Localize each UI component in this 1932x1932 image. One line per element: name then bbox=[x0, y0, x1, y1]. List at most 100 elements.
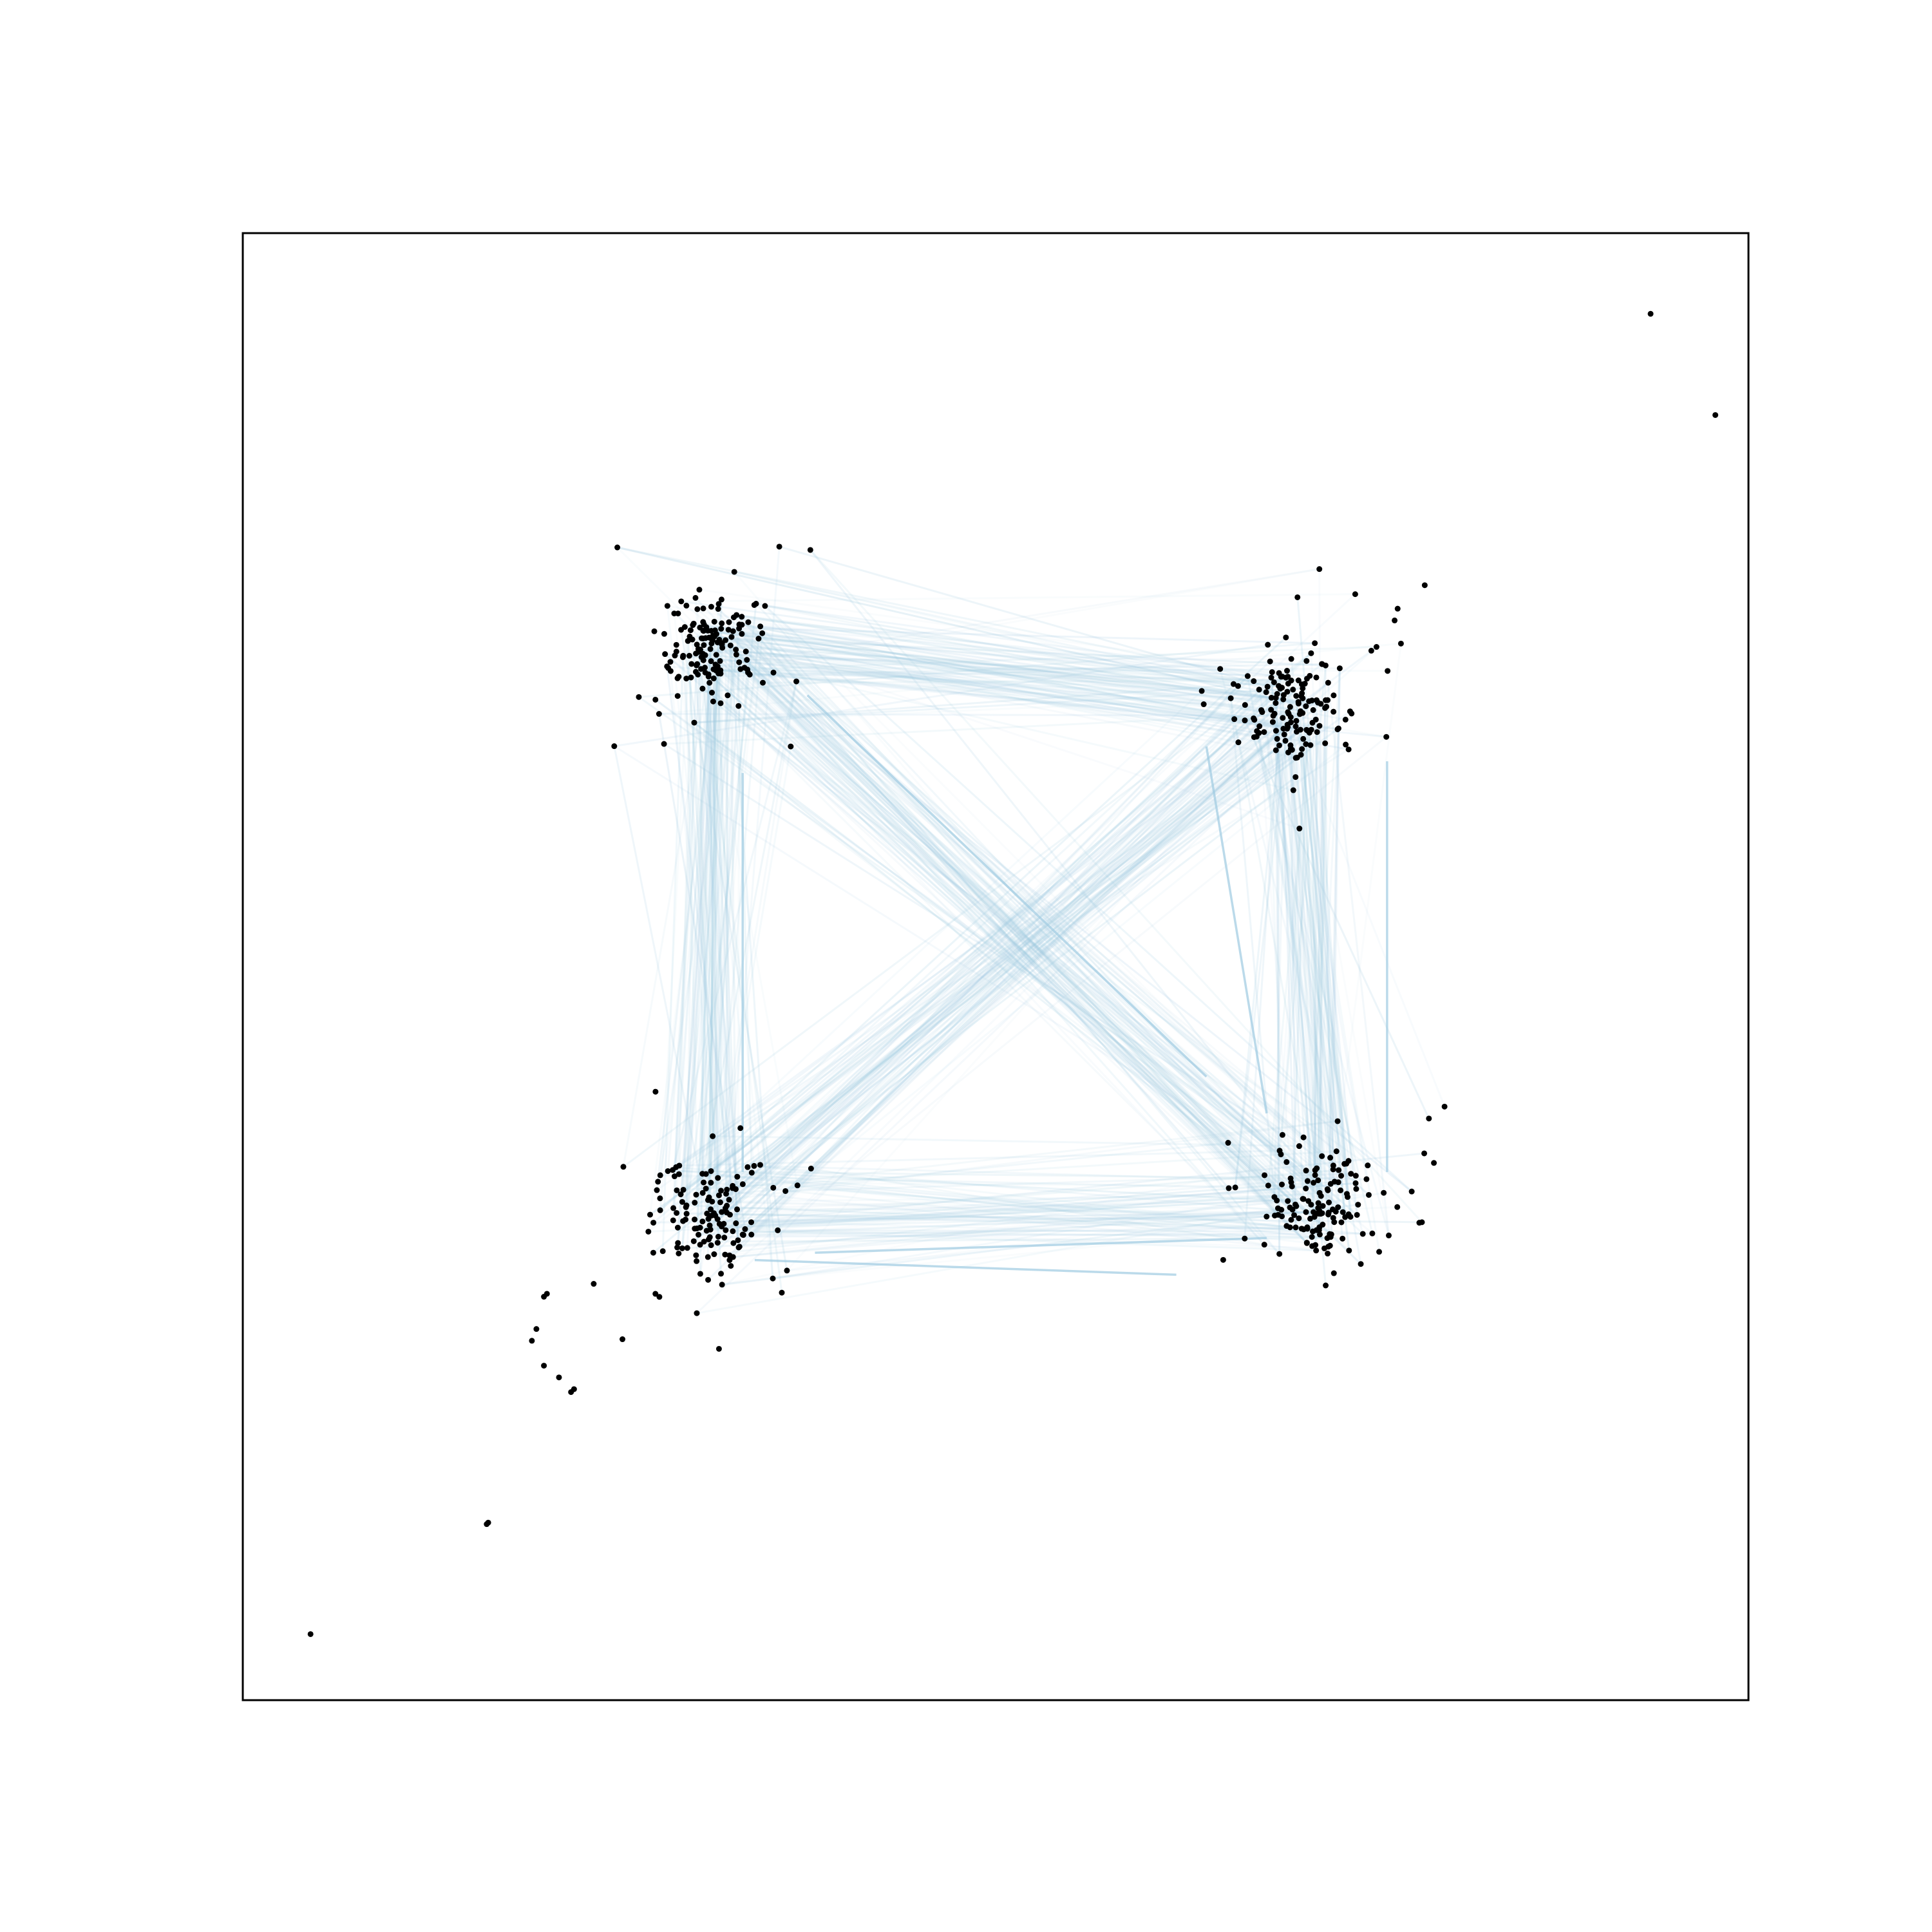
network-edge bbox=[681, 626, 762, 1249]
network-node bbox=[1303, 726, 1310, 733]
network-node bbox=[726, 1197, 732, 1203]
network-edge bbox=[710, 749, 1293, 1217]
network-node bbox=[710, 675, 717, 681]
network-node bbox=[718, 1271, 724, 1277]
network-node bbox=[1325, 1187, 1331, 1193]
network-node bbox=[1325, 1211, 1332, 1218]
network-node bbox=[1385, 668, 1391, 674]
network-node bbox=[733, 651, 739, 658]
network-edge bbox=[1319, 664, 1323, 1213]
network-edge bbox=[716, 666, 739, 1240]
network-node bbox=[683, 602, 690, 609]
network-edge bbox=[746, 650, 1309, 703]
network-node bbox=[718, 1188, 724, 1194]
network-node bbox=[1313, 1247, 1320, 1254]
network-node bbox=[1349, 710, 1355, 717]
network-node bbox=[706, 1234, 713, 1240]
network-node bbox=[694, 606, 701, 612]
network-edge bbox=[746, 709, 1314, 1168]
network-edge bbox=[710, 648, 1278, 695]
network-node bbox=[1235, 683, 1241, 689]
network-node bbox=[702, 669, 708, 676]
network-node bbox=[690, 1238, 697, 1244]
network-node bbox=[1274, 735, 1280, 742]
network-edge bbox=[732, 1191, 1320, 1233]
network-node bbox=[1293, 1224, 1299, 1231]
network-node bbox=[657, 1172, 663, 1179]
network-node bbox=[718, 625, 724, 632]
network-node bbox=[1314, 729, 1320, 735]
network-node bbox=[1312, 1172, 1318, 1179]
network-edge bbox=[724, 639, 1362, 1265]
network-node bbox=[706, 1222, 713, 1229]
network-node bbox=[711, 1210, 717, 1217]
network-node bbox=[1304, 1226, 1311, 1232]
network-edge bbox=[1312, 683, 1329, 1213]
network-edge bbox=[1291, 750, 1358, 1189]
network-edge bbox=[749, 674, 1350, 1251]
network-node bbox=[661, 741, 667, 747]
network-edge bbox=[736, 653, 1278, 740]
network-edge bbox=[654, 699, 1335, 1223]
network-edge bbox=[721, 740, 1286, 1227]
network-edge bbox=[685, 673, 720, 1206]
network-edge bbox=[681, 593, 1356, 603]
network-node bbox=[1325, 679, 1331, 686]
network-node bbox=[1294, 594, 1301, 600]
network-edge bbox=[665, 653, 1204, 706]
network-edge bbox=[1290, 680, 1331, 1235]
network-node bbox=[737, 1125, 744, 1132]
network-edge bbox=[1289, 745, 1329, 1191]
network-edge bbox=[656, 639, 721, 1191]
network-node bbox=[733, 1220, 739, 1227]
network-edge bbox=[697, 649, 783, 1293]
network-edge bbox=[1306, 668, 1341, 1182]
network-node bbox=[1338, 1219, 1345, 1226]
network-node bbox=[620, 1164, 627, 1170]
network-node bbox=[1342, 716, 1349, 723]
network-node bbox=[1331, 1270, 1337, 1276]
network-node bbox=[706, 1194, 712, 1200]
network-edge bbox=[699, 681, 798, 1274]
network-node bbox=[1292, 1201, 1298, 1208]
network-node bbox=[1315, 1209, 1321, 1216]
network-edge bbox=[617, 546, 1307, 708]
network-node bbox=[1267, 658, 1273, 665]
network-edge bbox=[786, 701, 1300, 1271]
network-edge bbox=[744, 710, 1302, 1230]
network-node bbox=[1279, 674, 1285, 680]
network-node bbox=[1331, 1179, 1338, 1185]
network-edge bbox=[714, 635, 1231, 699]
network-edge bbox=[1318, 569, 1323, 1157]
network-edge bbox=[685, 727, 1340, 1208]
network-node bbox=[690, 620, 697, 627]
network-node bbox=[1331, 708, 1337, 715]
network-node bbox=[1287, 704, 1293, 710]
network-edge bbox=[712, 1120, 1338, 1203]
network-edge bbox=[708, 629, 1248, 677]
network-edge bbox=[1265, 692, 1283, 1135]
network-node bbox=[744, 667, 750, 673]
network-edge bbox=[710, 685, 1239, 1231]
network-edge bbox=[705, 637, 1316, 1246]
network-node bbox=[1230, 681, 1236, 687]
network-edge bbox=[736, 614, 1283, 701]
network-node bbox=[731, 569, 737, 575]
network-node bbox=[1291, 1212, 1298, 1218]
network-edge bbox=[717, 706, 1327, 1220]
network-node bbox=[755, 636, 762, 642]
network-edge bbox=[1308, 732, 1321, 1193]
network-edge bbox=[674, 654, 1263, 714]
network-edge bbox=[673, 636, 715, 1177]
network-node bbox=[657, 1195, 663, 1202]
network-edge bbox=[721, 1160, 1287, 1286]
network-node bbox=[485, 1519, 491, 1526]
network-edge bbox=[703, 638, 760, 1183]
network-edge bbox=[712, 669, 719, 1243]
network-edge bbox=[1280, 828, 1301, 1210]
network-edge bbox=[728, 652, 1312, 1261]
network-node bbox=[659, 1248, 666, 1255]
network-edge bbox=[721, 642, 1413, 1193]
network-edge bbox=[660, 1174, 1236, 1189]
